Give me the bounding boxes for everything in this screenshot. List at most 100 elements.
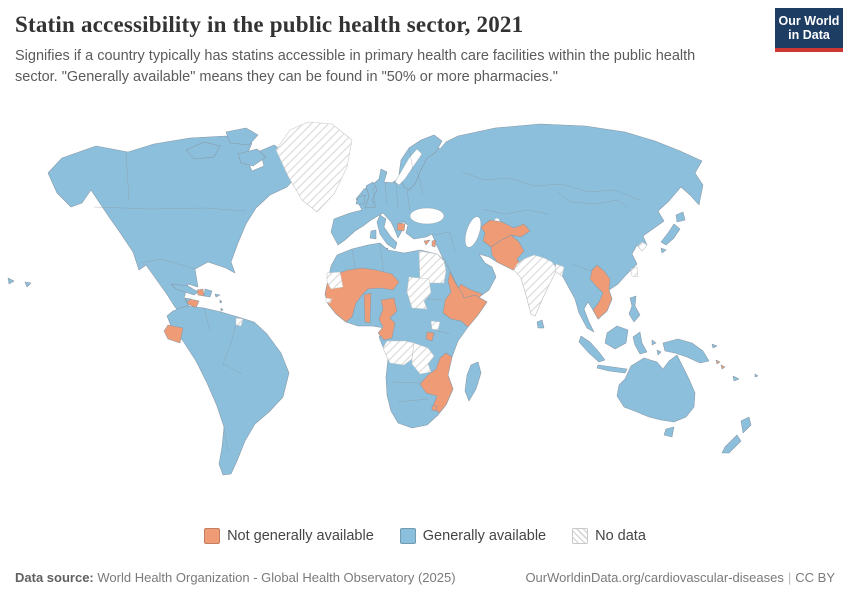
country-border-line	[372, 186, 376, 205]
region-south-america[interactable]	[166, 305, 290, 476]
country-border-line	[397, 398, 429, 403]
logo-red-bar	[775, 48, 843, 52]
region-hawaii[interactable]	[24, 281, 32, 288]
region-lebanon[interactable]	[431, 239, 437, 248]
region-hokkaido[interactable]	[675, 211, 686, 223]
region-cuba[interactable]	[170, 283, 199, 296]
footer-link[interactable]: OurWorldinData.org/cardiovascular-diseas…	[525, 570, 784, 585]
country-border-line	[481, 208, 549, 215]
region-borneo[interactable]	[604, 325, 629, 350]
world-map	[0, 112, 850, 522]
region-ecuador[interactable]	[163, 324, 184, 344]
legend-swatch-hatch	[572, 528, 589, 544]
region-solomon-islands[interactable]	[715, 359, 721, 365]
region-hawaii[interactable]	[7, 277, 15, 285]
region-india[interactable]	[513, 254, 558, 317]
region-moluccas[interactable]	[651, 339, 657, 346]
region-zambia[interactable]	[411, 342, 435, 375]
country-border-line	[222, 363, 243, 375]
country-border-line	[395, 182, 399, 209]
owid-logo[interactable]: Our World in Data	[775, 8, 843, 52]
country-border-line	[379, 242, 385, 277]
region-cyprus[interactable]	[423, 239, 431, 246]
region-italy[interactable]	[376, 214, 398, 250]
footer-license[interactable]: CC BY	[795, 570, 835, 585]
region-mauritania-wsahara[interactable]	[326, 271, 344, 290]
legend-label: No data	[595, 528, 646, 544]
country-border-line	[140, 258, 196, 270]
region-north-america[interactable]	[47, 135, 300, 333]
region-fiji[interactable]	[754, 373, 759, 378]
country-border-line	[408, 147, 414, 171]
region-madagascar[interactable]	[464, 361, 482, 402]
region-puerto-rico[interactable]	[214, 293, 221, 298]
region-jamaica[interactable]	[184, 297, 192, 303]
region-south-korea[interactable]	[637, 241, 648, 252]
region-eswatini[interactable]	[431, 405, 438, 412]
region-lesser-antilles[interactable]	[220, 307, 224, 312]
region-togo-benin[interactable]	[363, 292, 372, 324]
choropleth-svg	[7, 121, 759, 476]
region-cameroon-gabon-congo[interactable]	[377, 297, 398, 341]
region-new-caledonia[interactable]	[732, 375, 740, 382]
legend-item-no-data[interactable]: No data	[572, 528, 646, 544]
region-japan[interactable]	[660, 223, 681, 246]
region-ireland[interactable]	[355, 194, 366, 205]
region-greenland[interactable]	[275, 121, 353, 213]
region-united-kingdom[interactable]	[364, 181, 378, 209]
region-west-africa-sahel[interactable]	[324, 267, 400, 323]
region-arctic-island[interactable]	[225, 127, 259, 146]
region-sumatra[interactable]	[578, 335, 606, 363]
map-legend: Not generally available Generally availa…	[0, 528, 850, 544]
data-source: Data source: World Health Organization -…	[15, 570, 456, 585]
region-new-britain[interactable]	[711, 343, 718, 349]
region-horn-of-africa[interactable]	[442, 271, 488, 328]
region-suriname[interactable]	[235, 317, 244, 327]
region-new-zealand-south[interactable]	[721, 434, 742, 454]
region-tasmania[interactable]	[663, 426, 675, 438]
region-rwanda-burundi[interactable]	[425, 331, 435, 342]
region-solomon-islands[interactable]	[720, 364, 726, 370]
region-dominican-republic[interactable]	[203, 288, 213, 298]
footer-right: OurWorldinData.org/cardiovascular-diseas…	[525, 570, 835, 585]
region-arctic-island[interactable]	[237, 148, 267, 167]
legend-item-not-available[interactable]: Not generally available	[204, 528, 374, 544]
region-chad[interactable]	[406, 276, 432, 310]
region-central-asia[interactable]	[480, 219, 531, 248]
legend-swatch-blue	[399, 528, 416, 544]
logo-line2: in Data	[788, 28, 830, 42]
region-scandinavia[interactable]	[398, 134, 443, 191]
region-australia[interactable]	[616, 354, 696, 423]
region-angola[interactable]	[382, 340, 415, 366]
region-lesser-antilles[interactable]	[219, 299, 223, 304]
region-new-guinea[interactable]	[662, 338, 710, 364]
region-haiti[interactable]	[196, 288, 205, 297]
region-guinea-bissau[interactable]	[325, 297, 333, 304]
footer: Data source: World Health Organization -…	[15, 570, 835, 585]
country-border-line	[125, 151, 130, 201]
country-border-line	[416, 169, 424, 195]
region-indochina[interactable]	[589, 264, 613, 320]
country-border-line	[222, 316, 239, 365]
region-new-zealand-north[interactable]	[740, 416, 752, 434]
region-kyushu[interactable]	[660, 247, 667, 254]
region-java[interactable]	[596, 364, 628, 374]
region-philippines[interactable]	[628, 295, 641, 323]
country-border-line	[203, 307, 211, 332]
logo-line1: Our World	[778, 13, 840, 28]
region-moluccas[interactable]	[656, 349, 662, 356]
legend-label: Not generally available	[227, 528, 374, 544]
region-sri-lanka[interactable]	[536, 319, 545, 329]
region-mozambique-zimbabwe-malawi[interactable]	[419, 352, 454, 414]
region-sardinia[interactable]	[369, 229, 377, 240]
region-taiwan[interactable]	[630, 266, 639, 278]
footer-separator: |	[787, 570, 792, 585]
region-sulawesi[interactable]	[632, 331, 648, 355]
legend-item-available[interactable]: Generally available	[399, 528, 546, 544]
region-arctic-island[interactable]	[185, 141, 221, 160]
region-uganda[interactable]	[430, 320, 441, 331]
region-north-macedonia[interactable]	[396, 222, 406, 232]
region-bangladesh[interactable]	[554, 263, 565, 277]
data-source-text: World Health Organization - Global Healt…	[97, 570, 456, 585]
